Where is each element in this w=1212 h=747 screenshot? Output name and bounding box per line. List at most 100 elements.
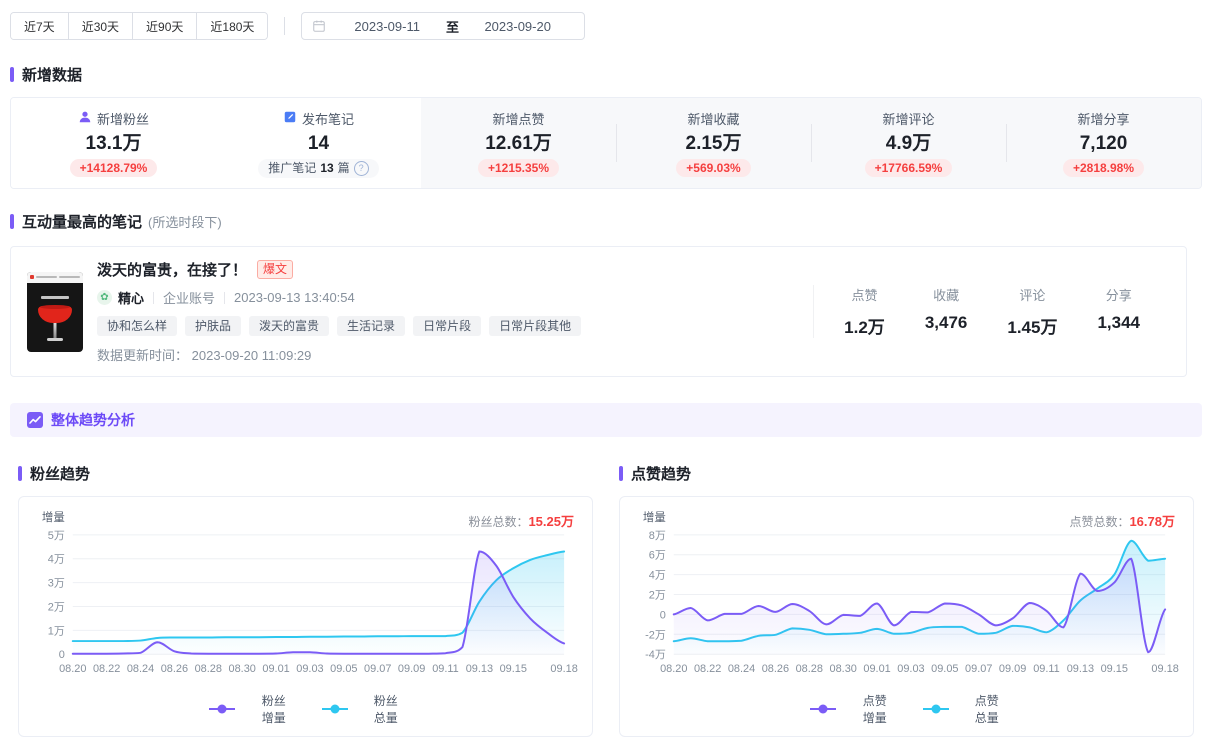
publish-time: 2023-09-13 13:40:54 bbox=[234, 290, 355, 305]
calendar-icon bbox=[312, 19, 326, 33]
note-tag: 护肤品 bbox=[185, 316, 242, 337]
note-stat-label: 评论 bbox=[1019, 288, 1046, 304]
svg-text:3万: 3万 bbox=[48, 578, 65, 590]
note-stat-value: 1.45万 bbox=[1007, 318, 1058, 338]
thumbnail-header bbox=[27, 271, 83, 283]
stat-delta-badge: +17766.59% bbox=[864, 159, 953, 177]
legend-label: 点赞增量 bbox=[862, 694, 887, 726]
section-header-fans-trend: 粉丝趋势 bbox=[18, 463, 593, 484]
likes-total-value: 16.78万 bbox=[1129, 514, 1175, 530]
svg-text:09.13: 09.13 bbox=[466, 663, 493, 675]
range-button[interactable]: 近180天 bbox=[196, 13, 268, 39]
stats-left-zone: 新增粉丝 13.1万 +14128.79% 发布笔记 14 推广笔记 13 篇 … bbox=[11, 98, 421, 188]
date-range-picker[interactable]: 2023-09-11 至 2023-09-20 bbox=[301, 12, 586, 40]
svg-text:1万: 1万 bbox=[48, 626, 65, 638]
svg-text:09.11: 09.11 bbox=[1033, 663, 1060, 675]
trend-analysis-banner: 整体趋势分析 bbox=[10, 403, 1202, 438]
svg-text:09.18: 09.18 bbox=[550, 663, 577, 675]
section-header-new-data: 新增数据 bbox=[10, 64, 1202, 85]
trend-chart-icon bbox=[27, 412, 43, 429]
range-button[interactable]: 近7天 bbox=[11, 13, 68, 39]
note-stat-label: 分享 bbox=[1105, 288, 1132, 304]
hot-note-badge: 爆文 bbox=[257, 260, 294, 279]
help-icon[interactable]: ? bbox=[353, 160, 369, 176]
section-title: 点赞趋势 bbox=[631, 466, 692, 484]
svg-text:-2万: -2万 bbox=[645, 630, 666, 642]
date-end[interactable]: 2023-09-20 bbox=[484, 18, 551, 34]
section-bar bbox=[10, 67, 14, 82]
stat-label: 新增收藏 bbox=[687, 112, 740, 127]
fans-total: 粉丝总数：15.25万 bbox=[468, 511, 574, 530]
chart-legend: 点赞增量 点赞总量 bbox=[628, 690, 1185, 732]
legend-item[interactable]: 粉丝总量 bbox=[321, 692, 402, 726]
svg-text:4万: 4万 bbox=[48, 554, 65, 566]
promo-notes-unit: 篇 bbox=[337, 160, 350, 175]
note-stat-label: 点赞 bbox=[851, 288, 878, 304]
section-bar bbox=[10, 214, 14, 229]
svg-text:09.05: 09.05 bbox=[931, 663, 958, 675]
svg-text:6万: 6万 bbox=[649, 550, 666, 562]
svg-text:5万: 5万 bbox=[48, 530, 65, 542]
note-stat-value: 1.2万 bbox=[844, 318, 885, 338]
range-button[interactable]: 近30天 bbox=[67, 13, 133, 39]
svg-text:09.05: 09.05 bbox=[330, 663, 357, 675]
stat-new-collects: 新增收藏 2.15万 +569.03% bbox=[616, 98, 811, 188]
stat-new-likes: 新增点赞 12.61万 +1215.35% bbox=[421, 98, 616, 188]
date-start[interactable]: 2023-09-11 bbox=[354, 18, 420, 34]
svg-text:增量: 增量 bbox=[643, 510, 666, 524]
svg-text:08.28: 08.28 bbox=[796, 663, 823, 675]
svg-text:09.09: 09.09 bbox=[999, 663, 1026, 675]
legend-item[interactable]: 粉丝增量 bbox=[209, 692, 289, 726]
svg-text:08.28: 08.28 bbox=[195, 663, 222, 675]
stat-label: 发布笔记 bbox=[301, 111, 354, 127]
section-subtitle: (所选时段下) bbox=[148, 215, 222, 230]
svg-text:08.20: 08.20 bbox=[660, 663, 687, 675]
svg-text:09.09: 09.09 bbox=[398, 663, 425, 675]
svg-text:09.01: 09.01 bbox=[262, 663, 289, 675]
note-tag: 泼天的富贵 bbox=[249, 316, 330, 337]
stat-value: 13.1万 bbox=[85, 133, 142, 154]
cocktail-glass-art bbox=[38, 304, 72, 323]
svg-text:2万: 2万 bbox=[48, 602, 65, 614]
likes-total-label: 点赞总数： bbox=[1069, 515, 1130, 530]
stat-label: 新增粉丝 bbox=[96, 112, 149, 127]
svg-text:08.24: 08.24 bbox=[127, 663, 154, 675]
svg-text:08.26: 08.26 bbox=[161, 663, 188, 675]
note-thumbnail[interactable] bbox=[27, 271, 83, 352]
likes-trend-chart: -4万 -2万 0 2万 4万 6万 8万 增量 08.20 08.22 08.24 08.26 08.… bbox=[628, 505, 1185, 732]
note-tag: 生活记录 bbox=[337, 316, 406, 337]
date-range-buttons: 近7天 近30天 近90天 近180天 bbox=[10, 12, 269, 40]
svg-text:08.26: 08.26 bbox=[762, 663, 789, 675]
top-note-card: 泼天的富贵，在接了！ 爆文 ✿ 精心 企业账号 2023-09-13 13:40… bbox=[10, 246, 1187, 378]
note-stat: 点赞 1.2万 bbox=[844, 285, 885, 338]
note-stats: 点赞 1.2万 收藏 3,476 评论 1.45万 分享 1,344 bbox=[813, 285, 1140, 339]
svg-text:09.01: 09.01 bbox=[863, 663, 890, 675]
promo-notes-count: 13 bbox=[320, 160, 334, 175]
svg-text:增量: 增量 bbox=[42, 510, 65, 524]
legend-label: 点赞总量 bbox=[974, 694, 999, 726]
note-stat: 评论 1.45万 bbox=[1007, 285, 1057, 338]
stat-delta-badge: +1215.35% bbox=[477, 159, 560, 177]
stat-delta-badge: +14128.79% bbox=[69, 159, 158, 177]
stat-value: 2.15万 bbox=[685, 133, 742, 154]
svg-text:09.18: 09.18 bbox=[1151, 663, 1178, 675]
svg-text:08.24: 08.24 bbox=[728, 663, 755, 675]
stat-new-shares: 新增分享 7,120 +2818.98% bbox=[1006, 98, 1201, 188]
promo-notes-label: 推广笔记 bbox=[268, 160, 317, 175]
note-title[interactable]: 泼天的富贵，在接了！ bbox=[97, 262, 248, 279]
stat-published-notes: 发布笔记 14 推广笔记 13 篇 ? bbox=[216, 98, 421, 188]
likes-total: 点赞总数：16.78万 bbox=[1069, 511, 1175, 530]
legend-item[interactable]: 点赞增量 bbox=[810, 692, 890, 726]
stat-delta-badge: +2818.98% bbox=[1062, 159, 1145, 177]
author-name[interactable]: 精心 bbox=[118, 291, 145, 306]
update-time-value: 2023-09-20 11:09:29 bbox=[191, 348, 312, 364]
toolbar-divider bbox=[284, 17, 286, 35]
legend-item[interactable]: 点赞总量 bbox=[922, 692, 1003, 726]
note-tag: 日常片段其他 bbox=[489, 316, 582, 337]
date-separator: 至 bbox=[445, 19, 459, 35]
svg-text:09.03: 09.03 bbox=[296, 663, 323, 675]
legend-marker-icon bbox=[209, 704, 236, 714]
note-stat-label: 收藏 bbox=[933, 288, 960, 304]
range-button[interactable]: 近90天 bbox=[132, 13, 197, 39]
